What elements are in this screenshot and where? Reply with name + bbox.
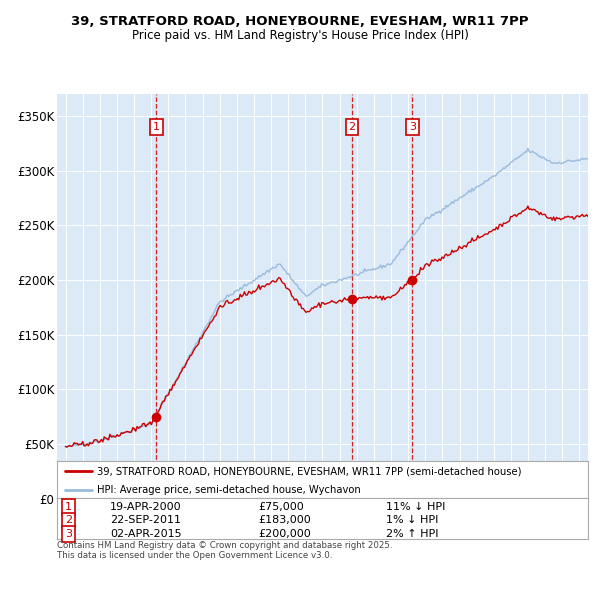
Text: 2: 2 [65,515,72,525]
Text: 2% ↑ HPI: 2% ↑ HPI [386,529,439,539]
Text: 3: 3 [65,529,72,539]
Text: 1: 1 [153,122,160,132]
Text: 11% ↓ HPI: 11% ↓ HPI [386,502,446,512]
Text: 3: 3 [409,122,416,132]
Text: £183,000: £183,000 [259,515,311,525]
Text: 22-SEP-2011: 22-SEP-2011 [110,515,181,525]
Text: HPI: Average price, semi-detached house, Wychavon: HPI: Average price, semi-detached house,… [97,485,361,495]
Text: £200,000: £200,000 [259,529,311,539]
Text: 1: 1 [65,502,72,512]
Text: Price paid vs. HM Land Registry's House Price Index (HPI): Price paid vs. HM Land Registry's House … [131,30,469,42]
Text: £75,000: £75,000 [259,502,305,512]
Text: 19-APR-2000: 19-APR-2000 [110,502,182,512]
Text: 39, STRATFORD ROAD, HONEYBOURNE, EVESHAM, WR11 7PP: 39, STRATFORD ROAD, HONEYBOURNE, EVESHAM… [71,15,529,28]
Text: 39, STRATFORD ROAD, HONEYBOURNE, EVESHAM, WR11 7PP (semi-detached house): 39, STRATFORD ROAD, HONEYBOURNE, EVESHAM… [97,466,521,476]
Text: 1% ↓ HPI: 1% ↓ HPI [386,515,439,525]
Text: 02-APR-2015: 02-APR-2015 [110,529,182,539]
Text: 2: 2 [349,122,356,132]
Text: Contains HM Land Registry data © Crown copyright and database right 2025.
This d: Contains HM Land Registry data © Crown c… [57,541,392,560]
